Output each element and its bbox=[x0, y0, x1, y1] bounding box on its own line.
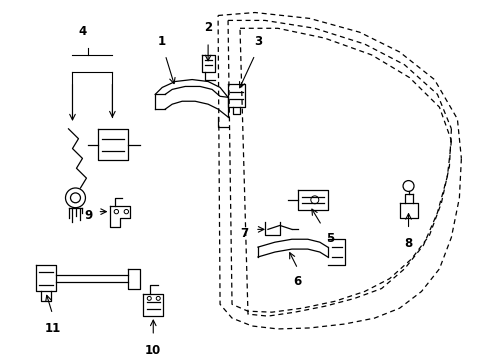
Text: 3: 3 bbox=[253, 35, 262, 48]
Text: 10: 10 bbox=[145, 344, 161, 357]
Text: 6: 6 bbox=[293, 275, 302, 288]
Text: 7: 7 bbox=[240, 227, 247, 240]
Text: 1: 1 bbox=[158, 35, 166, 48]
Text: 9: 9 bbox=[84, 209, 92, 222]
Text: 8: 8 bbox=[404, 237, 412, 250]
Text: 4: 4 bbox=[78, 25, 86, 38]
Text: 11: 11 bbox=[44, 322, 61, 335]
Text: 2: 2 bbox=[203, 21, 212, 34]
Text: 5: 5 bbox=[325, 232, 333, 245]
